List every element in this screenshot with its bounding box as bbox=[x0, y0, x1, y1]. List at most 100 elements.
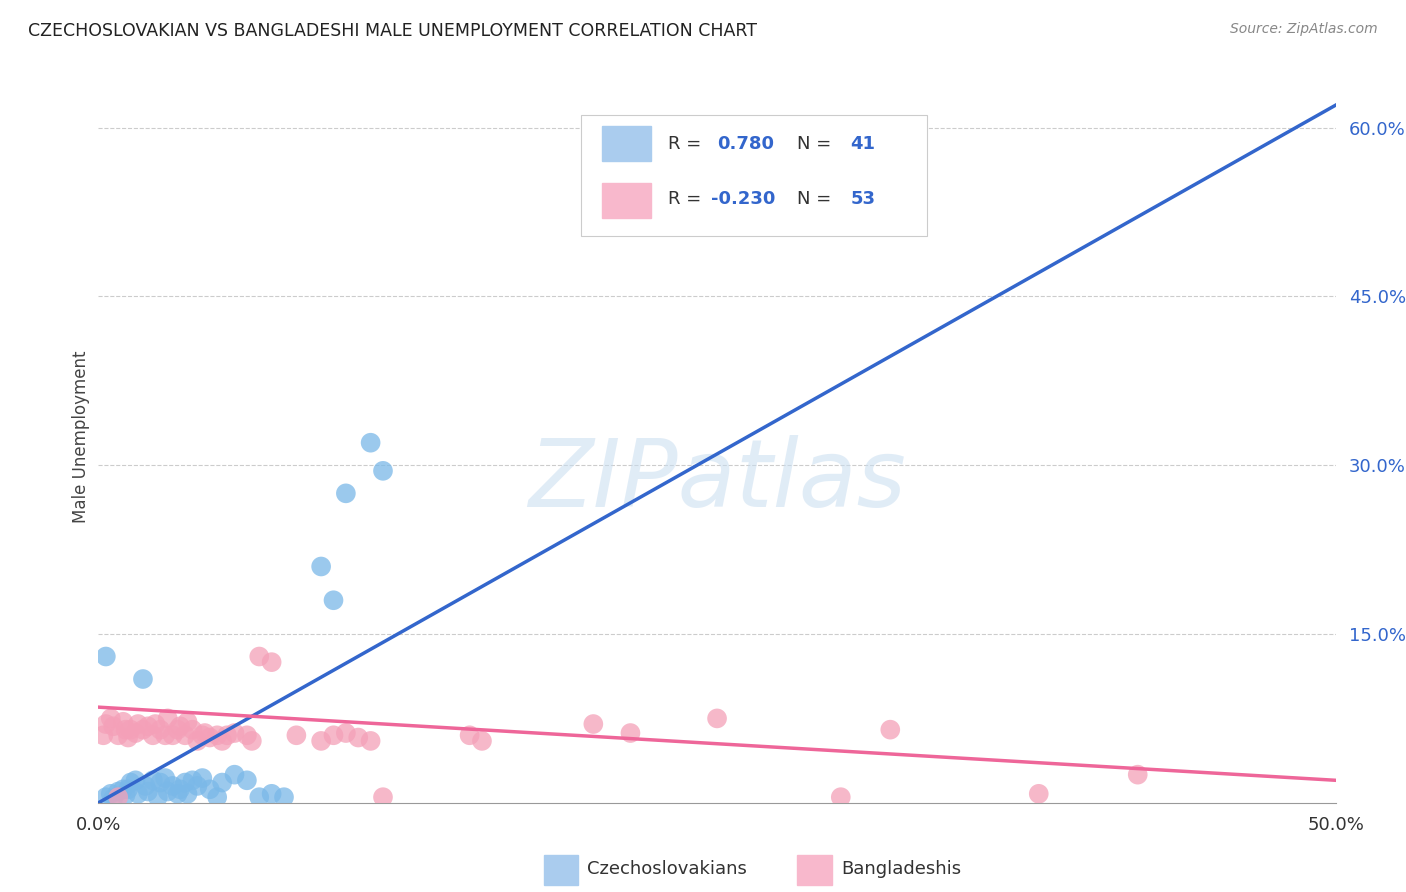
Point bbox=[124, 726, 146, 740]
Point bbox=[458, 728, 481, 742]
Point bbox=[100, 711, 122, 725]
Point bbox=[136, 719, 159, 733]
Point bbox=[120, 775, 142, 789]
Point bbox=[582, 717, 605, 731]
Point bbox=[191, 771, 214, 785]
Point bbox=[205, 790, 228, 805]
Point bbox=[224, 726, 246, 740]
Point bbox=[162, 779, 184, 793]
Point bbox=[117, 731, 139, 745]
Point bbox=[94, 717, 117, 731]
Point bbox=[371, 790, 394, 805]
Point bbox=[117, 782, 139, 797]
Point bbox=[162, 728, 184, 742]
Point bbox=[166, 787, 188, 801]
Y-axis label: Male Unemployment: Male Unemployment bbox=[72, 351, 90, 524]
Point bbox=[236, 773, 259, 788]
Point bbox=[186, 734, 208, 748]
Point bbox=[211, 734, 233, 748]
Text: 0.780: 0.780 bbox=[717, 135, 775, 153]
Point bbox=[156, 784, 179, 798]
Point bbox=[830, 790, 852, 805]
Point bbox=[143, 717, 166, 731]
Point bbox=[174, 728, 197, 742]
Point bbox=[309, 734, 332, 748]
Point bbox=[186, 779, 208, 793]
Point bbox=[94, 649, 117, 664]
Text: 41: 41 bbox=[851, 135, 876, 153]
Point bbox=[174, 775, 197, 789]
Bar bbox=[544, 855, 578, 885]
Point bbox=[114, 788, 136, 802]
Point bbox=[706, 211, 728, 225]
Text: Bangladeshis: Bangladeshis bbox=[841, 860, 960, 878]
Point bbox=[240, 734, 263, 748]
Point bbox=[107, 728, 129, 742]
Point bbox=[156, 711, 179, 725]
Point bbox=[198, 731, 221, 745]
Point bbox=[619, 726, 641, 740]
Point bbox=[322, 593, 344, 607]
Point bbox=[155, 771, 177, 785]
Point bbox=[471, 734, 494, 748]
Point bbox=[335, 726, 357, 740]
Point bbox=[107, 790, 129, 805]
Point bbox=[107, 784, 129, 798]
Point bbox=[260, 655, 283, 669]
Point bbox=[120, 723, 142, 737]
Point bbox=[1126, 767, 1149, 781]
Bar bbox=[602, 183, 651, 218]
Text: R =: R = bbox=[668, 135, 707, 153]
Text: R =: R = bbox=[668, 190, 707, 209]
Point bbox=[360, 435, 382, 450]
Point bbox=[191, 728, 214, 742]
FancyBboxPatch shape bbox=[581, 115, 928, 235]
Point bbox=[247, 790, 270, 805]
Point bbox=[103, 719, 125, 733]
Point bbox=[124, 773, 146, 788]
Point bbox=[322, 728, 344, 742]
Point bbox=[273, 790, 295, 805]
Point bbox=[335, 486, 357, 500]
Text: -0.230: -0.230 bbox=[711, 190, 775, 209]
Point bbox=[169, 719, 191, 733]
Point bbox=[198, 782, 221, 797]
Text: N =: N = bbox=[797, 135, 838, 153]
Point bbox=[309, 559, 332, 574]
Text: Source: ZipAtlas.com: Source: ZipAtlas.com bbox=[1230, 22, 1378, 37]
Point bbox=[194, 726, 217, 740]
Point bbox=[205, 728, 228, 742]
Point bbox=[155, 728, 177, 742]
Bar bbox=[602, 126, 651, 161]
Point bbox=[103, 791, 125, 805]
Point bbox=[371, 464, 394, 478]
Point bbox=[169, 782, 191, 797]
Point bbox=[176, 714, 198, 729]
Point bbox=[211, 775, 233, 789]
Point bbox=[112, 714, 135, 729]
Point bbox=[260, 787, 283, 801]
Point bbox=[879, 723, 901, 737]
Point bbox=[142, 728, 165, 742]
Point bbox=[114, 723, 136, 737]
Point bbox=[127, 787, 149, 801]
Text: N =: N = bbox=[797, 190, 838, 209]
Text: Czechoslovakians: Czechoslovakians bbox=[588, 860, 747, 878]
Point bbox=[217, 728, 239, 742]
Point bbox=[360, 734, 382, 748]
Point bbox=[149, 723, 172, 737]
Text: ZIPatlas: ZIPatlas bbox=[529, 435, 905, 526]
Point bbox=[224, 767, 246, 781]
Point bbox=[166, 723, 188, 737]
Point bbox=[146, 790, 169, 805]
Text: CZECHOSLOVAKIAN VS BANGLADESHI MALE UNEMPLOYMENT CORRELATION CHART: CZECHOSLOVAKIAN VS BANGLADESHI MALE UNEM… bbox=[28, 22, 756, 40]
Point bbox=[285, 728, 308, 742]
Point bbox=[247, 649, 270, 664]
Point bbox=[181, 723, 204, 737]
Point bbox=[142, 773, 165, 788]
Point bbox=[236, 728, 259, 742]
Point bbox=[132, 723, 155, 737]
Point bbox=[136, 784, 159, 798]
Point bbox=[176, 787, 198, 801]
Point bbox=[347, 731, 370, 745]
